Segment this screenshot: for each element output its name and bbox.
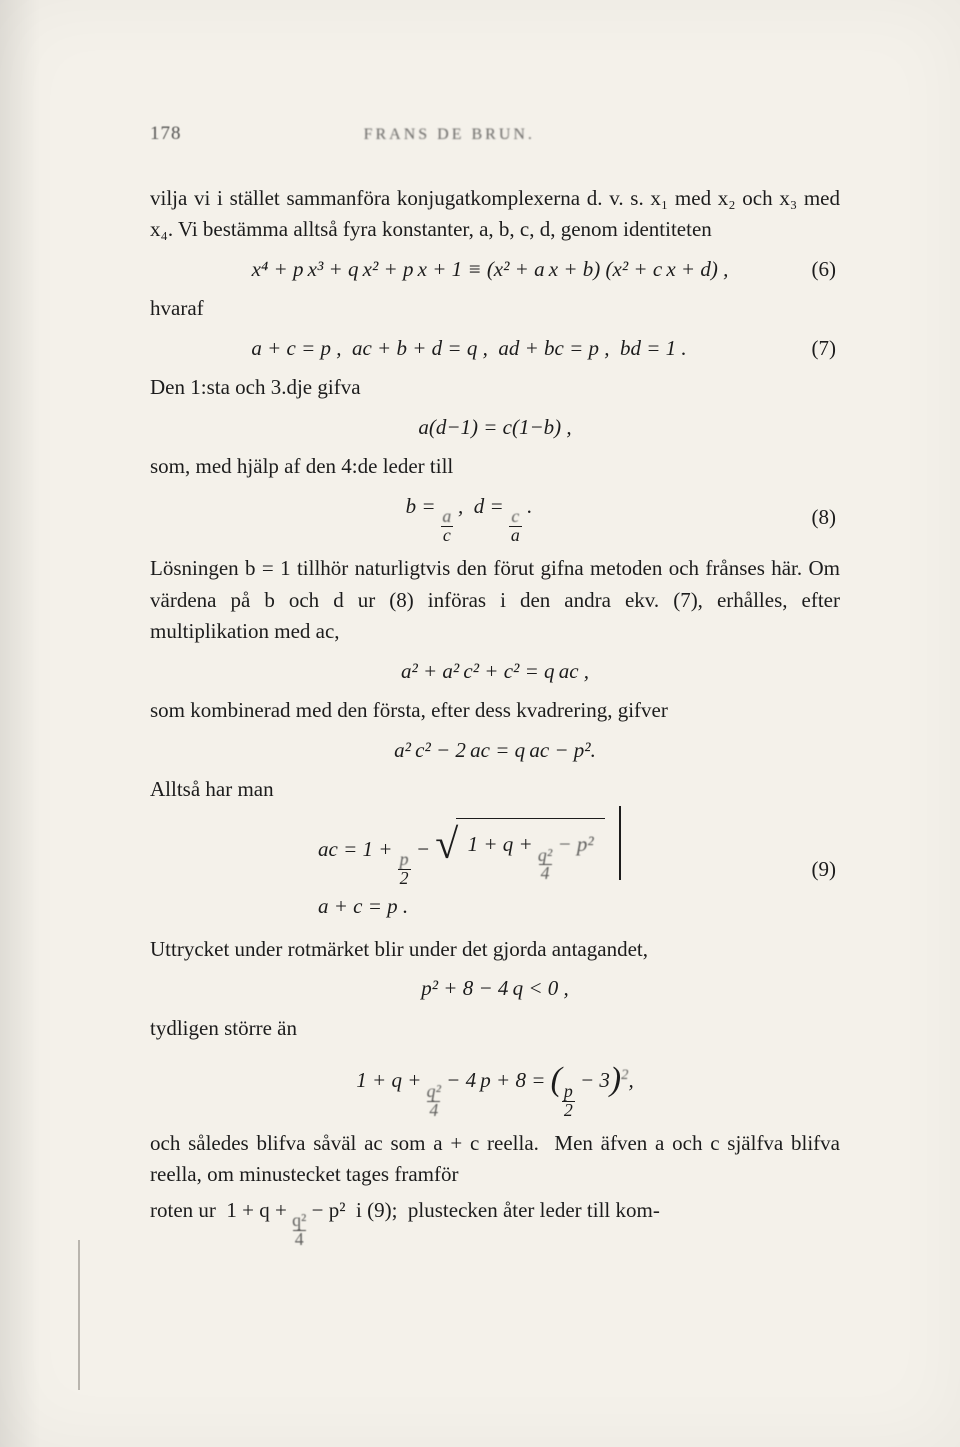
paragraph: tydligen större än (150, 1013, 840, 1045)
equation-aux-a: a(d−1) = c(1−b) , (150, 412, 840, 444)
paragraph: Den 1:sta och 3.dje gifva (150, 372, 840, 404)
margin-rule (78, 1240, 80, 1390)
paragraph: Uttrycket under rotmärket blir under det… (150, 934, 840, 966)
equation-7: a + c = p , ac + b + d = q , ad + bc = p… (150, 333, 840, 365)
inequality-d: p² + 8 − 4 q < 0 , (150, 973, 840, 1005)
paragraph-hvaraf: hvaraf (150, 293, 840, 325)
eq7-number: (7) (788, 333, 840, 365)
equation-8: b = ac , d = ca . (8) (150, 491, 840, 546)
equation-6: x⁴ + p x³ + q x² + p x + 1 ≡ (x² + a x +… (150, 254, 840, 286)
eq9-number: (9) (788, 854, 840, 886)
paragraph: och således blifva såväl ac som a + c re… (150, 1128, 840, 1191)
page-header: 178 FRANS DE BRUN. (150, 120, 840, 149)
eq6-number: (6) (788, 254, 840, 286)
running-head: FRANS DE BRUN. (364, 123, 535, 147)
equation-9: ac = 1 + p2 − √ 1 + q + q²4 − p² a + (150, 814, 840, 926)
eq7-math: a + c = p , ac + b + d = q , ad + bc = p… (150, 333, 788, 365)
equation-e: 1 + q + q²4 − 4 p + 8 = (p2 − 3)2, (150, 1052, 840, 1120)
eq8-number: (8) (788, 502, 840, 534)
equation-aux-b: a² + a² c² + c² = q ac , (150, 656, 840, 688)
page-number: 178 (150, 120, 182, 149)
eq9-math: ac = 1 + p2 − √ 1 + q + q²4 − p² a + (150, 814, 788, 926)
eq8-math: b = ac , d = ca . (150, 491, 788, 546)
equation-aux-c: a² c² − 2 ac = q ac − p². (150, 735, 840, 767)
paragraph: som, med hjälp af den 4:de leder till (150, 451, 840, 483)
binding-shadow (0, 0, 40, 1447)
paragraph: som kombinerad med den första, efter des… (150, 695, 840, 727)
page-body: vilja vi i stället sammanföra konjugatko… (150, 183, 840, 1250)
eq6-math: x⁴ + p x³ + q x² + p x + 1 ≡ (x² + a x +… (150, 254, 788, 286)
paragraph: Lösningen b = 1 tillhör naturligtvis den… (150, 553, 840, 648)
paragraph: roten ur 1 + q + q²4 − p² i (9); plustec… (150, 1195, 840, 1250)
paragraph: vilja vi i stället sammanföra konjugatko… (150, 183, 840, 246)
paragraph: Alltså har man (150, 774, 840, 806)
